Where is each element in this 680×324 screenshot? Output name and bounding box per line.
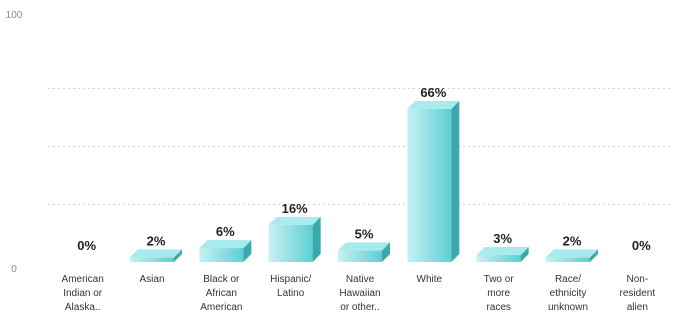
category-label-line: ethnicity [550,288,587,299]
bar-front [546,257,590,262]
bar-side [451,100,460,262]
category-label-line: Hawaiian [339,288,380,299]
category-label: Black or African American [200,274,242,313]
category-label-line: American [200,302,242,313]
bar-front [268,224,313,262]
category-label-line: Native [346,274,375,285]
data-label: 16% [282,201,308,216]
category-label-line: Alaska.. [65,302,101,313]
category-label: Hispanic/Latino [270,274,311,299]
bar [130,249,182,262]
category-label-line: White [417,274,443,285]
category-label-line: alien [627,302,648,313]
category-label-line: American [62,274,104,285]
bar-front [407,108,452,262]
category-label: Non-resident alien [620,274,656,313]
data-label: 5% [355,226,374,241]
category-label-line: Asian [139,274,164,285]
data-label: 0% [632,238,651,253]
data-label: 66% [420,85,446,100]
category-label-line: Black or [203,274,240,285]
bar [546,249,598,262]
data-label: 2% [563,233,582,248]
bars [130,100,598,262]
category-label-line: Two or [484,274,515,285]
category-label: Native Hawaiian or other.. [339,274,380,313]
category-label: Race/ethnicity unknown [548,274,588,313]
bar-side [520,247,529,262]
data-label: 3% [493,231,512,246]
bar-top [130,249,182,258]
bar [338,242,390,262]
bar-top [476,247,529,256]
category-label-line: unknown [548,302,588,313]
data-label: 6% [216,224,235,239]
category-label-line: resident [620,288,656,299]
category-label-line: Hispanic/ [270,274,311,285]
bar-top [199,240,252,249]
bar [268,216,321,262]
y-tick-label: 0 [11,264,17,275]
bar-top [338,242,390,251]
category-label: Asian [139,274,164,285]
category-label-line: Non- [626,274,648,285]
bar [199,240,252,262]
bar-top [407,100,460,109]
bar-front [199,248,244,262]
bar-front [476,255,521,262]
data-labels: 0% 2% 6% 16% 5% 66% 3% 2% 0% [77,85,651,253]
category-label-line: Indian or [63,288,103,299]
bar [407,100,460,262]
category-label-line: more [487,288,510,299]
bar-front [130,257,174,262]
bar-front [338,250,382,262]
category-label-line: Latino [277,288,305,299]
grid-lines [48,88,672,205]
category-label-line: races [486,302,510,313]
data-label: 2% [147,233,166,248]
y-tick-label: 100 [6,10,23,21]
category-labels: American Indian or Alaska.. Asian Black or Af… [62,274,656,313]
bar [476,247,529,262]
category-label: American Indian or Alaska.. [62,274,104,313]
bar-side [312,216,321,262]
category-label: White [417,274,443,285]
category-label: Two or more races [484,274,515,313]
bar-side [174,249,182,262]
category-label-line: Race/ [555,274,581,285]
y-axis: 0 100 [6,10,23,275]
bar-top [546,249,598,258]
category-label-line: or other.. [340,302,379,313]
bar-side [590,249,598,262]
data-label: 0% [77,238,96,253]
category-label-line: African [206,288,237,299]
bar-top [268,216,321,225]
bar-side [243,240,252,262]
bar-side [382,242,390,262]
